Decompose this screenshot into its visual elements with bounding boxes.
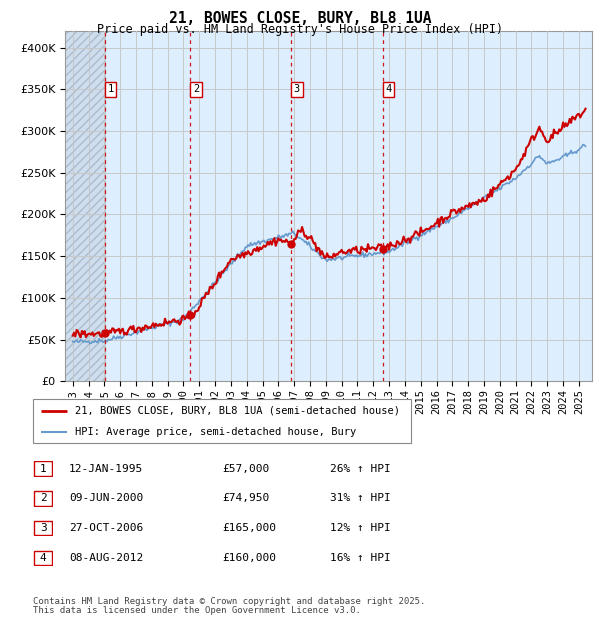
Text: 4: 4 — [385, 84, 391, 94]
Text: HPI: Average price, semi-detached house, Bury: HPI: Average price, semi-detached house,… — [74, 427, 356, 437]
Text: 09-JUN-2000: 09-JUN-2000 — [69, 494, 143, 503]
FancyBboxPatch shape — [34, 461, 52, 476]
Text: 2: 2 — [193, 84, 199, 94]
Text: 12% ↑ HPI: 12% ↑ HPI — [330, 523, 391, 533]
Bar — [65, 31, 105, 381]
Text: 16% ↑ HPI: 16% ↑ HPI — [330, 553, 391, 563]
FancyBboxPatch shape — [34, 551, 52, 565]
Bar — [292, 31, 383, 381]
Text: 31% ↑ HPI: 31% ↑ HPI — [330, 494, 391, 503]
Text: This data is licensed under the Open Government Licence v3.0.: This data is licensed under the Open Gov… — [33, 606, 361, 615]
Text: 12-JAN-1995: 12-JAN-1995 — [69, 464, 143, 474]
FancyBboxPatch shape — [34, 491, 52, 506]
Text: 1: 1 — [107, 84, 113, 94]
Text: £57,000: £57,000 — [222, 464, 269, 474]
Text: 4: 4 — [40, 553, 47, 563]
Text: 3: 3 — [40, 523, 47, 533]
Text: 3: 3 — [294, 84, 300, 94]
Text: Price paid vs. HM Land Registry's House Price Index (HPI): Price paid vs. HM Land Registry's House … — [97, 23, 503, 36]
Bar — [65, 31, 105, 381]
Text: 2: 2 — [40, 494, 47, 503]
Text: 21, BOWES CLOSE, BURY, BL8 1UA (semi-detached house): 21, BOWES CLOSE, BURY, BL8 1UA (semi-det… — [74, 405, 400, 416]
Text: £74,950: £74,950 — [222, 494, 269, 503]
Text: 21, BOWES CLOSE, BURY, BL8 1UA: 21, BOWES CLOSE, BURY, BL8 1UA — [169, 11, 431, 26]
Text: 1: 1 — [40, 464, 47, 474]
Text: 26% ↑ HPI: 26% ↑ HPI — [330, 464, 391, 474]
Text: 08-AUG-2012: 08-AUG-2012 — [69, 553, 143, 563]
FancyBboxPatch shape — [34, 521, 52, 536]
Text: £160,000: £160,000 — [222, 553, 276, 563]
Bar — [105, 31, 190, 381]
Text: 27-OCT-2006: 27-OCT-2006 — [69, 523, 143, 533]
Text: £165,000: £165,000 — [222, 523, 276, 533]
Text: Contains HM Land Registry data © Crown copyright and database right 2025.: Contains HM Land Registry data © Crown c… — [33, 597, 425, 606]
FancyBboxPatch shape — [33, 399, 411, 443]
